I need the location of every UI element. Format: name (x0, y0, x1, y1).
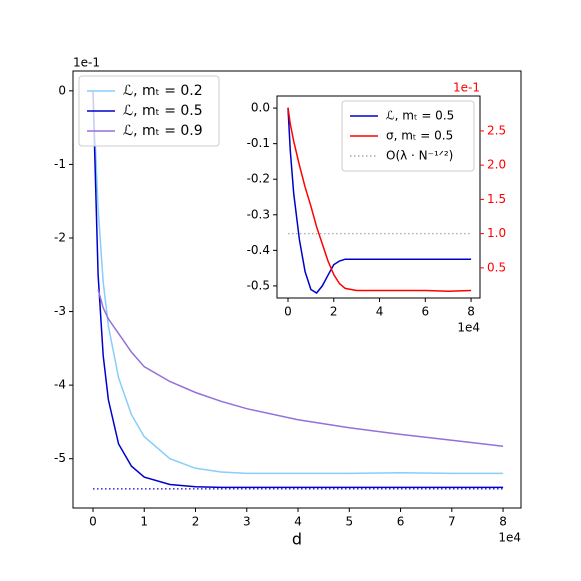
x-tick-label: 8 (467, 305, 475, 319)
y-tick-label: -0.5 (247, 278, 270, 292)
x-tick-label: 6 (397, 515, 405, 529)
x-tick-label: 4 (294, 515, 302, 529)
x-tick-label: 5 (345, 515, 353, 529)
y-tick-label: -5 (54, 451, 66, 465)
legend-label: ℒ, mₜ = 0.5 (123, 103, 203, 119)
x-tick-label: 0 (284, 305, 292, 319)
legend-box (78, 75, 220, 147)
legend-box (341, 100, 475, 172)
x-tick-label: 0 (89, 515, 97, 529)
y2-tick-label: 1.5 (487, 192, 506, 206)
y-tick-label: 0 (58, 83, 66, 97)
y-tick-label: -0.4 (247, 243, 270, 257)
series-line (92, 90, 504, 475)
y-tick-label: -0.3 (247, 207, 270, 221)
y-tick-label: -3 (54, 304, 66, 318)
y-tick-label: -1 (54, 157, 66, 171)
y2-offset: 1e-1 (453, 81, 480, 95)
series-line (287, 107, 472, 292)
legend-label: ℒ, mₜ = 0.5 (386, 109, 454, 123)
x-tick-label: 4 (376, 305, 384, 319)
x-tick-label: 6 (421, 305, 429, 319)
y2-tick-label: 0.5 (487, 260, 506, 274)
y2-tick-label: 1.0 (487, 226, 506, 240)
y-tick-label: 0.0 (251, 101, 270, 115)
y-tick-label: -0.2 (247, 172, 270, 186)
x-tick-label: 2 (192, 515, 200, 529)
x-offset: 1e4 (498, 531, 521, 545)
series-line (287, 108, 472, 294)
series-line (97, 289, 504, 447)
legend-label: ℒ, mₜ = 0.2 (123, 83, 203, 99)
series-line (92, 90, 504, 489)
x-axis-label: d (292, 530, 302, 549)
y2-tick-label: 2.0 (487, 158, 506, 172)
x-offset: 1e4 (457, 321, 480, 335)
x-tick-label: 2 (330, 305, 338, 319)
y-tick-label: -2 (54, 231, 66, 245)
x-tick-label: 3 (243, 515, 251, 529)
x-tick-label: 8 (499, 515, 507, 529)
y-tick-label: -4 (54, 378, 66, 392)
legend-label: σ, mₜ = 0.5 (386, 129, 453, 143)
y-offset: 1e-1 (73, 56, 100, 70)
legend-label: O(λ · N⁻¹ᐟ²) (386, 149, 453, 163)
y-tick-label: -0.1 (247, 136, 270, 150)
x-tick-label: 7 (448, 515, 456, 529)
legend-label: ℒ, mₜ = 0.9 (123, 123, 203, 139)
x-tick-label: 1 (140, 515, 148, 529)
y2-tick-label: 2.5 (487, 123, 506, 137)
